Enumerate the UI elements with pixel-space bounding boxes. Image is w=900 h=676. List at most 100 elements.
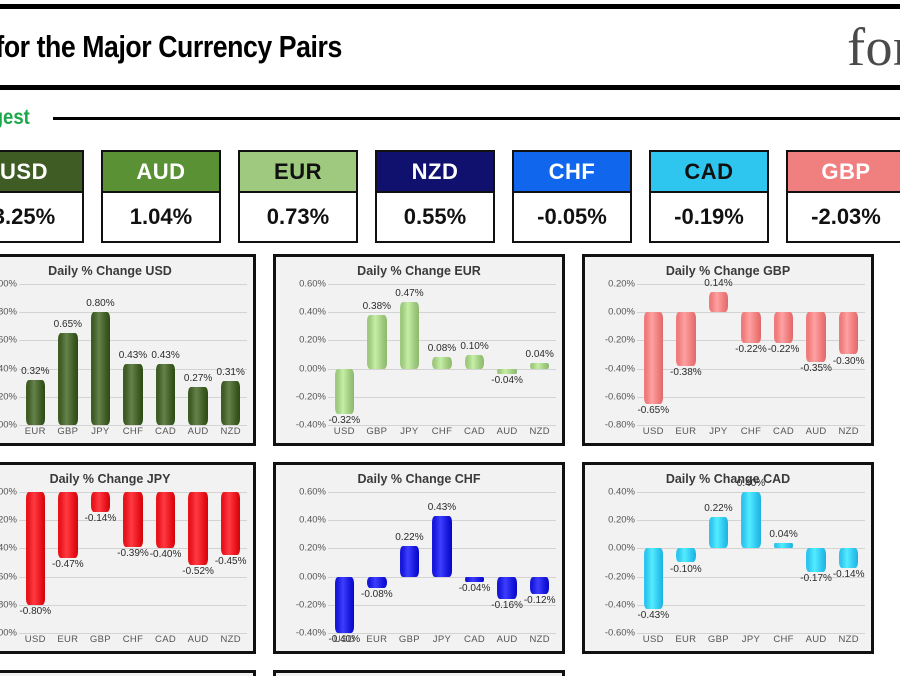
y-axis-tick-label: -0.60% [604, 627, 635, 639]
bar-value-label: -0.32% [328, 414, 361, 426]
y-axis-tick-label: 0.40% [608, 486, 635, 498]
bar-usd [643, 312, 663, 404]
y-axis-tick-label: 0.00% [299, 363, 326, 375]
bar-value-label: 0.47% [395, 288, 424, 300]
bar-aud [188, 386, 208, 425]
y-axis-tick-label: 0.40% [299, 514, 326, 526]
bar-value-label: 0.43% [151, 350, 180, 362]
bar-slot: -0.10% [670, 492, 702, 627]
y-axis-tick-label: -0.40% [0, 542, 17, 554]
y-axis: 0.40% 0.20% 0.00% -0.20% -0.40% -0.60% [591, 487, 637, 639]
currency-card-chf[interactable]: CHF -0.05% [512, 150, 632, 243]
bar-chf [773, 542, 794, 549]
bar-cad [464, 354, 485, 369]
bar-cad [773, 312, 794, 344]
bar-aud [806, 312, 826, 362]
x-axis-tick-label: EUR [675, 425, 697, 437]
y-axis-tick-label: -1.00% [0, 627, 17, 639]
bar-gbp [58, 333, 78, 425]
gridline [637, 284, 865, 285]
currency-card-aud[interactable]: AUD 1.04% [101, 150, 221, 243]
bar-slot: -0.16% [491, 492, 523, 627]
bar-value-label: -0.47% [52, 559, 84, 571]
chart-panel-jpy: Daily % Change JPY 0.00% -0.20% -0.40% -0.60… [0, 462, 256, 654]
bar-value-label: -0.10% [670, 563, 702, 575]
bar-chf [123, 364, 143, 425]
bar-usd [643, 548, 663, 610]
x-axis-tick-label: USD [642, 425, 664, 437]
gridline [19, 425, 247, 426]
bar-nzd [838, 312, 859, 355]
bar-value-label: 0.04% [525, 348, 554, 360]
chart-plot-area: 0.00%-0.20%-0.40%-0.60%-0.80%-1.00%-0.80… [0, 487, 253, 651]
gridline [19, 340, 247, 342]
bar-aud [188, 492, 208, 566]
y-axis-tick-label: -0.60% [0, 571, 17, 583]
currency-card-eur[interactable]: EUR 0.73% [238, 150, 358, 243]
bar-value-label: -0.40% [328, 634, 361, 645]
gridline [19, 284, 247, 285]
currency-card-cad[interactable]: CAD -0.19% [649, 150, 769, 243]
bar-value-label: 0.43% [427, 501, 457, 513]
x-axis-tick-label: NZD [838, 633, 859, 645]
bar-slot: 0.80% [86, 284, 115, 425]
x-axis-tick-label: CHF [773, 633, 794, 645]
bar-eur [25, 379, 45, 425]
x-axis-tick-label: JPY [432, 633, 452, 645]
y-axis-tick-label: -0.20% [604, 571, 635, 583]
x-axis: USD EUR GBP JPY CHF AUD NZD [637, 629, 865, 649]
bar-value-label: -0.14% [84, 512, 117, 524]
bar-usd [334, 368, 354, 414]
bar-slot: -0.52% [182, 492, 214, 627]
chart-panel-usd: Daily % Change USD 1.00% 0.80% 0.60% 0.40% 0.… [0, 254, 256, 446]
currency-card-gbp[interactable]: GBP -2.03% [786, 150, 900, 243]
bar-value-label: -0.16% [491, 600, 523, 612]
y-axis-tick-label: 0.00% [0, 419, 17, 431]
bar-slot: 0.14% [704, 278, 733, 419]
bar-slot: 0.47% [395, 284, 424, 419]
y-axis-tick-label: 0.60% [0, 334, 17, 346]
strength-rank-row: rongest [0, 104, 900, 132]
currency-card-usd[interactable]: USD3.25% [0, 150, 84, 243]
bar-slot: -0.32% [328, 284, 360, 426]
bar-series: -0.65% -0.38% 0.14% -0.22% -0.22% -0.35% -0.30… [637, 278, 865, 419]
chart-plot-area: 1.00% 0.80% 0.60% 0.40% 0.20% 0.00% 0.32% 0.65%… [0, 279, 253, 443]
bar-gbp [399, 545, 420, 577]
y-axis: 0.60% 0.40% 0.20% 0.00% -0.20% -0.40% [282, 487, 328, 639]
x-axis-tick-label: GBP [366, 425, 388, 437]
chart-panel-aud: Daily % Change AUD0.60%0.40%0.20%0.00%-0… [0, 670, 256, 676]
bar-slot: -0.08% [361, 492, 393, 627]
currency-code-label: AUD [103, 152, 219, 193]
gridline [637, 425, 865, 426]
x-axis-tick-label: JPY [741, 633, 761, 645]
bar-slot: -0.17% [800, 492, 832, 627]
bar-value-label: -0.45% [214, 556, 247, 568]
page-header: e for the Major Currency Pairs fore [0, 4, 900, 90]
y-axis-tick-label: 0.40% [0, 363, 17, 375]
bar-slot: 0.32% [21, 284, 50, 425]
chart-panel-gbp: Daily % Change GBP 0.20% 0.00% -0.20% -0.40%… [582, 254, 874, 446]
bar-jpy [708, 292, 729, 313]
bar-slot: -0.80% [19, 492, 51, 627]
x-axis-tick-label: JPY [400, 425, 419, 437]
bar-value-label: 0.22% [704, 503, 733, 515]
bar-chf [432, 357, 452, 369]
x-axis-tick-label: GBP [398, 633, 420, 645]
x-axis-tick-label: EUR [57, 633, 79, 645]
y-axis-tick-label: -0.40% [604, 363, 635, 375]
bar-slot: -0.45% [214, 492, 247, 627]
bar-slot: -0.12% [524, 492, 556, 627]
gridline [637, 548, 865, 550]
currency-card-nzd[interactable]: NZD 0.55% [375, 150, 495, 243]
bar-gbp [367, 315, 387, 369]
bar-value-label: -0.65% [637, 404, 670, 416]
chart-title: Daily % Change GBP [665, 264, 791, 278]
bar-slot: -0.22% [735, 284, 767, 419]
chart-grid: Daily % Change USD1.00%0.80%0.60%0.40%0.… [0, 254, 900, 676]
bar-slot: -0.40% [328, 492, 360, 645]
y-axis-tick-label: 0.20% [299, 542, 326, 554]
x-axis-tick-label: AUD [187, 425, 209, 437]
bar-slot: 0.43% [151, 284, 180, 425]
x-axis-tick-label: NZD [838, 425, 859, 437]
gridline [328, 312, 556, 314]
